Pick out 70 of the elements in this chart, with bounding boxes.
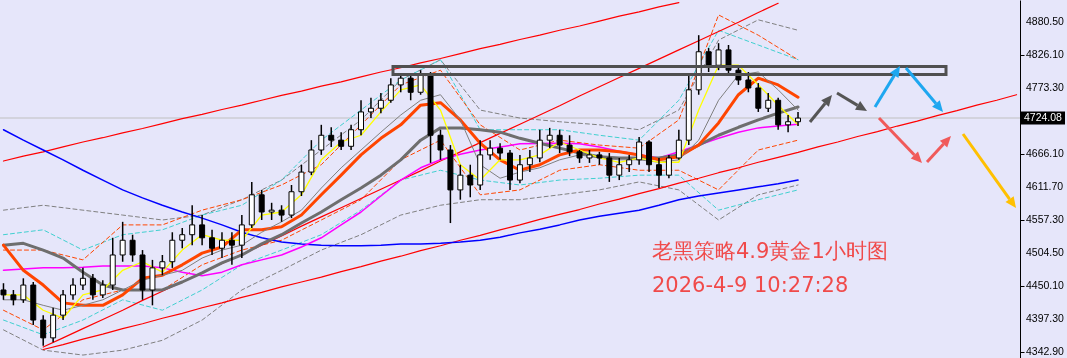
candlestick bbox=[60, 289, 67, 321]
candlestick bbox=[238, 214, 245, 259]
candlestick bbox=[298, 163, 305, 197]
candlestick bbox=[616, 157, 623, 181]
candlestick bbox=[646, 139, 653, 173]
candlestick bbox=[745, 71, 752, 94]
candlestick bbox=[318, 124, 325, 156]
candlestick bbox=[50, 307, 57, 343]
candlestick bbox=[228, 231, 235, 266]
y-tick-label: 4450.10 bbox=[1026, 279, 1065, 292]
candlestick bbox=[516, 154, 523, 184]
y-tick-label: 4557.30 bbox=[1026, 213, 1065, 226]
candlestick bbox=[258, 189, 265, 221]
candlestick bbox=[367, 97, 374, 119]
y-tick-label: 4504.50 bbox=[1026, 245, 1065, 258]
candlestick bbox=[665, 154, 672, 179]
candlestick bbox=[546, 127, 553, 149]
candlestick bbox=[765, 92, 772, 113]
candlestick bbox=[705, 47, 712, 73]
y-tick-label: 4826.10 bbox=[1026, 48, 1065, 61]
candlestick bbox=[20, 277, 27, 304]
candlestick bbox=[159, 254, 166, 276]
candlestick bbox=[70, 277, 76, 301]
candlestick bbox=[457, 163, 464, 201]
candlestick bbox=[437, 128, 444, 161]
annotation: 2026-4-9 10:27:28 bbox=[652, 273, 849, 297]
candlestick bbox=[566, 134, 573, 157]
candlestick bbox=[526, 149, 533, 173]
candlestick bbox=[556, 128, 563, 154]
candlestick bbox=[89, 273, 96, 301]
candlestick bbox=[308, 139, 315, 176]
candlestick bbox=[636, 136, 643, 166]
candlestick bbox=[189, 204, 196, 246]
candlestick bbox=[218, 231, 225, 259]
candlestick bbox=[179, 227, 186, 249]
candlestick bbox=[348, 124, 355, 151]
y-tick-label: 4880.50 bbox=[1026, 14, 1065, 27]
candlestick bbox=[755, 82, 762, 113]
candlestick bbox=[407, 74, 414, 102]
y-tick-label: 4397.30 bbox=[1026, 311, 1065, 324]
line-series bbox=[2, 2, 680, 162]
annotation: 老黑策略4.9黄金1小时图 bbox=[652, 239, 888, 263]
candlestick bbox=[79, 267, 86, 291]
candlestick bbox=[785, 114, 792, 133]
candlestick bbox=[209, 229, 216, 256]
candlestick bbox=[169, 231, 176, 269]
candlestick bbox=[129, 233, 136, 263]
candlestick bbox=[149, 259, 156, 307]
y-tick-label: 4611.70 bbox=[1026, 180, 1064, 193]
candlestick bbox=[675, 128, 682, 161]
candlestick bbox=[487, 139, 494, 161]
candlestick bbox=[467, 163, 474, 199]
candlestick bbox=[606, 152, 613, 183]
candlestick bbox=[119, 221, 126, 263]
candlestick bbox=[715, 42, 722, 71]
ref-line-label: 4724.08 bbox=[1024, 111, 1063, 124]
candlestick bbox=[40, 314, 47, 347]
candlestick bbox=[417, 69, 424, 96]
candlestick bbox=[655, 157, 662, 189]
line-series bbox=[2, 19, 799, 221]
candlestick bbox=[377, 92, 384, 114]
candlestick bbox=[387, 77, 394, 104]
candlestick bbox=[358, 99, 365, 137]
y-tick-label: 4773.30 bbox=[1026, 80, 1065, 93]
y-tick-label: 4666.10 bbox=[1026, 146, 1065, 159]
candlestick bbox=[328, 126, 335, 148]
candlestick bbox=[199, 214, 206, 246]
candlestick bbox=[536, 128, 543, 164]
candlestick bbox=[288, 184, 295, 219]
y-tick-label: 4342.90 bbox=[1026, 345, 1065, 358]
